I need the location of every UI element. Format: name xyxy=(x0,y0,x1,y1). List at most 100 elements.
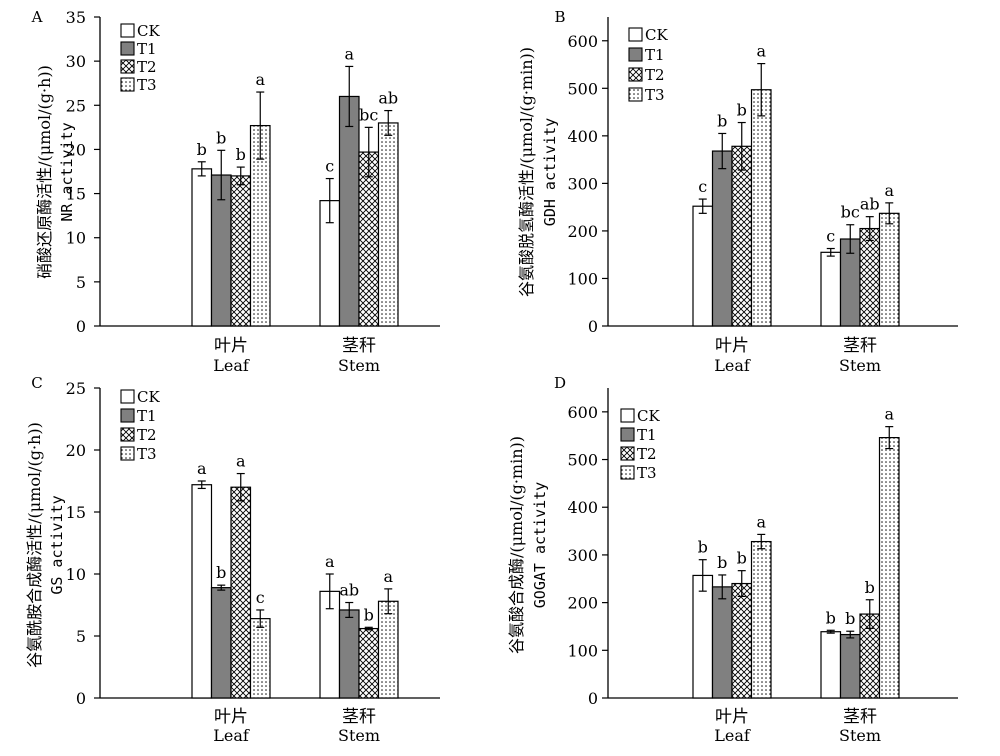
significance-letter: ab xyxy=(339,581,359,600)
significance-letter: b xyxy=(737,101,747,120)
significance-letter: ab xyxy=(378,89,398,108)
significance-letter: a xyxy=(236,452,246,471)
legend-label-t1: T1 xyxy=(637,426,657,444)
significance-letter: a xyxy=(197,459,207,478)
y-axis-subtitle: GDH activity xyxy=(541,118,559,226)
legend-swatch-t2 xyxy=(120,59,135,74)
bar-t3-stem xyxy=(377,122,399,327)
x-category-label-en: Stem xyxy=(338,356,380,375)
x-category-label: 叶片 xyxy=(715,707,749,727)
bar-ck-stem xyxy=(820,631,842,699)
significance-letter: b xyxy=(717,111,727,130)
significance-letter: a xyxy=(884,405,894,424)
bar-t2-stem xyxy=(859,227,881,327)
bar-ck-leaf xyxy=(692,574,714,699)
legend-swatch-t1 xyxy=(620,427,635,442)
significance-letter: a xyxy=(383,567,393,586)
y-tick-label: 10 xyxy=(66,565,86,584)
bar-t3-stem xyxy=(377,600,399,699)
y-axis-title: 谷氨酰胺合成酶活性/(μmol/(g·h)) xyxy=(25,422,44,668)
legend-swatch-t1 xyxy=(628,47,643,62)
y-tick-label: 0 xyxy=(76,317,86,336)
y-tick-label: 35 xyxy=(66,8,86,27)
chart-panel-A: A 0 5 10 15 20 25 30 35 硝酸还原酶活性/(μmol/(g·h)) NR ac… xyxy=(31,8,440,375)
legend-label-t3: T3 xyxy=(637,464,657,482)
significance-letter: a xyxy=(884,181,894,200)
bar-t2-leaf xyxy=(731,582,753,699)
bar-t3-leaf xyxy=(750,540,772,699)
y-tick-label: 200 xyxy=(567,222,598,241)
legend-label-t2: T2 xyxy=(137,58,157,76)
y-axis-subtitle: NR activity xyxy=(58,122,76,221)
y-axis-title: 谷氨酸脱氢酶活性/(μmol/(g·min)) xyxy=(517,47,536,297)
bar-t1-leaf xyxy=(711,586,733,699)
bar-ck-leaf xyxy=(692,205,714,327)
y-tick-label: 600 xyxy=(567,403,598,422)
legend-swatch-t1 xyxy=(120,408,135,423)
significance-letter: c xyxy=(325,157,334,176)
legend-label-t2: T2 xyxy=(637,445,657,463)
panel-label: A xyxy=(31,8,43,26)
legend-swatch-t2 xyxy=(120,427,135,442)
significance-letter: b xyxy=(826,608,836,627)
bar-ck-leaf xyxy=(191,168,213,327)
legend-swatch-t2 xyxy=(628,67,643,82)
chart-panel-D: D 0 100 200 300 400 500 600 谷氨酸合成酶/(μmol/(g·min)… xyxy=(507,374,958,745)
panel-label: B xyxy=(554,8,565,26)
y-tick-label: 300 xyxy=(567,546,598,565)
chart-panel-C: C 0 5 10 15 20 25 谷氨酰胺合成酶活性/(μmol/(g·h)) GS acti… xyxy=(25,374,440,745)
legend-swatch-ck xyxy=(628,27,643,42)
legend-swatch-ck xyxy=(120,23,135,38)
significance-letter: a xyxy=(325,552,335,571)
panel-label: D xyxy=(554,374,566,392)
y-axis-title: 谷氨酸合成酶/(μmol/(g·min)) xyxy=(507,436,526,654)
panel-label: C xyxy=(31,374,42,392)
bar-ck-stem xyxy=(820,251,842,327)
x-category-label: 茎秆 xyxy=(342,336,376,356)
significance-letter: b xyxy=(236,145,246,164)
legend-swatch-t1 xyxy=(120,41,135,56)
significance-letter: a xyxy=(255,70,265,89)
y-tick-label: 100 xyxy=(567,269,598,288)
y-tick-label: 30 xyxy=(66,52,86,71)
significance-letter: b xyxy=(216,563,226,582)
significance-letter: b xyxy=(737,549,747,568)
y-tick-label: 500 xyxy=(567,79,598,98)
x-category-label: 叶片 xyxy=(214,707,248,727)
significance-letter: b xyxy=(698,538,708,557)
legend-label-ck: CK xyxy=(137,388,160,406)
legend-swatch-t2 xyxy=(620,446,635,461)
bar-t1-stem xyxy=(839,633,861,699)
y-tick-label: 20 xyxy=(66,441,86,460)
x-category-label: 茎秆 xyxy=(843,707,877,727)
y-tick-label: 25 xyxy=(66,379,86,398)
y-tick-label: 400 xyxy=(567,498,598,517)
significance-letter: c xyxy=(256,588,265,607)
y-tick-label: 500 xyxy=(567,451,598,470)
y-tick-label: 600 xyxy=(567,32,598,51)
x-category-label-en: Stem xyxy=(839,726,881,745)
x-category-label-en: Stem xyxy=(839,356,881,375)
significance-letter: a xyxy=(756,512,766,531)
bar-t2-leaf xyxy=(230,486,252,699)
y-tick-label: 0 xyxy=(588,689,598,708)
bar-t1-stem xyxy=(338,95,360,327)
significance-letter: b xyxy=(717,553,727,572)
y-tick-label: 400 xyxy=(567,127,598,146)
bar-t3-leaf xyxy=(750,89,772,327)
x-category-label: 茎秆 xyxy=(342,707,376,727)
significance-letter: ab xyxy=(860,195,880,214)
significance-letter: bc xyxy=(841,203,860,222)
x-category-label-en: Leaf xyxy=(714,356,751,375)
significance-letter: c xyxy=(826,227,835,246)
legend-label-t3: T3 xyxy=(645,86,665,104)
significance-letter: b xyxy=(364,605,374,624)
bar-t1-stem xyxy=(338,609,360,699)
legend-swatch-ck xyxy=(120,389,135,404)
x-category-label-en: Leaf xyxy=(213,356,250,375)
y-tick-label: 15 xyxy=(66,503,86,522)
bar-t3-stem xyxy=(878,212,900,327)
significance-letter: a xyxy=(344,44,354,63)
bar-t3-leaf xyxy=(249,618,271,699)
